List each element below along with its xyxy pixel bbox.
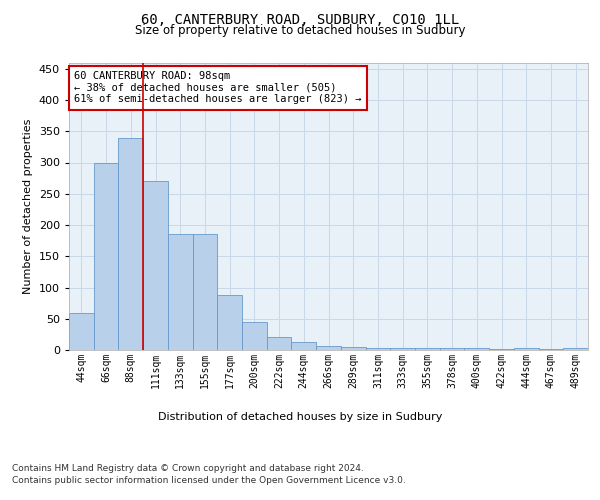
Text: 60 CANTERBURY ROAD: 98sqm
← 38% of detached houses are smaller (505)
61% of semi: 60 CANTERBURY ROAD: 98sqm ← 38% of detac… <box>74 71 362 104</box>
Bar <box>440 348 464 350</box>
Bar <box>143 181 168 350</box>
Bar <box>390 348 415 350</box>
Text: 60, CANTERBURY ROAD, SUDBURY, CO10 1LL: 60, CANTERBURY ROAD, SUDBURY, CO10 1LL <box>141 12 459 26</box>
Bar <box>514 348 539 350</box>
Bar <box>193 234 217 350</box>
Bar <box>415 348 440 350</box>
Bar <box>94 162 118 350</box>
Y-axis label: Number of detached properties: Number of detached properties <box>23 118 33 294</box>
Bar <box>464 348 489 350</box>
Bar <box>267 337 292 350</box>
Bar <box>563 348 588 350</box>
Bar <box>69 312 94 350</box>
Text: Distribution of detached houses by size in Sudbury: Distribution of detached houses by size … <box>158 412 442 422</box>
Text: Size of property relative to detached houses in Sudbury: Size of property relative to detached ho… <box>135 24 465 37</box>
Bar <box>168 234 193 350</box>
Bar <box>217 295 242 350</box>
Bar <box>341 347 365 350</box>
Text: Contains public sector information licensed under the Open Government Licence v3: Contains public sector information licen… <box>12 476 406 485</box>
Bar <box>365 348 390 350</box>
Bar <box>118 138 143 350</box>
Bar <box>242 322 267 350</box>
Bar <box>316 346 341 350</box>
Bar <box>539 349 563 350</box>
Bar <box>292 342 316 350</box>
Text: Contains HM Land Registry data © Crown copyright and database right 2024.: Contains HM Land Registry data © Crown c… <box>12 464 364 473</box>
